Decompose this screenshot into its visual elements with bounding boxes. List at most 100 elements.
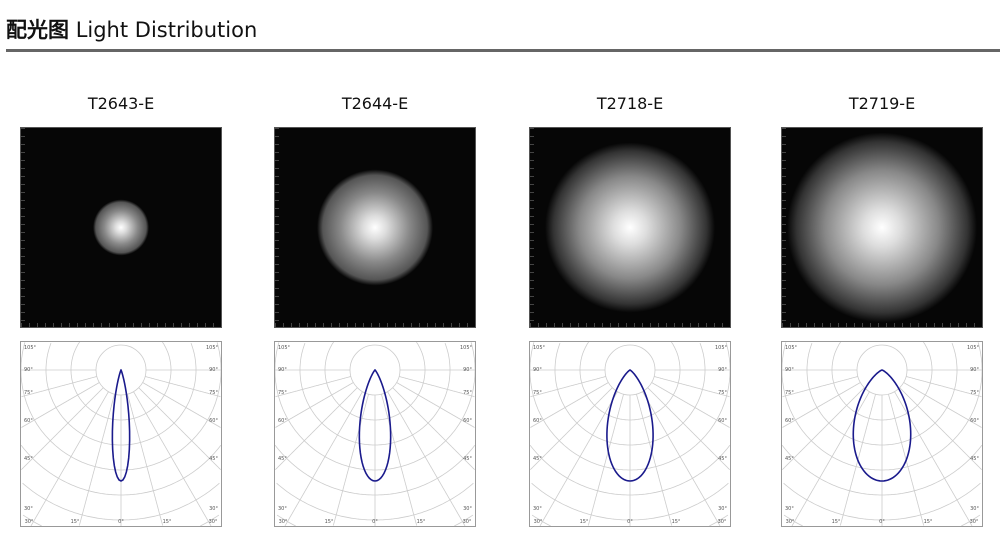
angle-label: 75° [970,390,979,396]
angle-label: 60° [533,418,542,424]
light-spot-image [274,127,476,328]
angle-label: 15° [832,519,841,525]
angle-label: 30° [970,506,979,512]
angle-label: 15° [580,519,589,525]
polar-distribution-chart: 105° 105° 90° 90° 75° 75° 60° 60° 45° 45° 30° 30° 30… [274,341,476,527]
polar-distribution-chart: 105° 105° 90° 90° 75° 75° 60° 60° 45° 45° 30° 30° 30… [529,341,731,527]
ring-gridline [21,342,221,471]
radial-gridline [392,387,475,470]
radial-gridline [782,382,861,428]
angle-label: 15° [163,519,172,525]
radial-gridline [636,394,673,526]
radial-gridline [782,376,858,398]
angle-label: 15° [924,519,933,525]
intensity-curve [852,369,912,482]
ring-gridline [324,342,426,421]
angle-label: 105° [533,345,546,351]
angle-label: 75° [209,390,218,396]
intensity-curve [358,369,392,482]
angle-label: 30° [463,519,472,525]
light-spot-image [781,127,983,328]
light-spot-image [20,127,222,328]
angle-label: 75° [24,390,33,396]
light-spot-image [529,127,731,328]
angle-label: 75° [463,390,472,396]
angle-label: 45° [785,456,794,462]
ring-gridline [783,482,981,521]
angle-label: 30° [209,519,218,525]
radial-gridline [145,376,221,398]
radial-gridline [127,394,164,526]
product-panel: T2644-E 105° 105° 90° 90° 75° 75° 60° 60° 45° 45°… [274,94,476,527]
angle-label: 30° [718,506,727,512]
scale-ticks [275,128,475,327]
radial-gridline [530,376,606,398]
radial-gridline [275,376,351,398]
page-title: 配光图 Light Distribution [6,14,257,44]
angle-label: 105° [278,345,291,351]
intensity-curve [606,369,654,482]
radial-gridline [78,394,115,526]
angle-label: 0° [879,519,885,525]
angle-label: 15° [417,519,426,525]
angle-label: 30° [534,519,543,525]
angle-label: 30° [25,519,34,525]
angle-label: 105° [715,345,728,351]
angle-label: 105° [24,345,37,351]
product-name: T2644-E [341,94,409,113]
angle-label: 90° [24,367,33,373]
angle-label: 30° [209,506,218,512]
divider [6,49,1000,52]
angle-label: 15° [71,519,80,525]
angle-label: 75° [718,390,727,396]
ring-gridline [45,342,197,446]
radial-gridline [399,376,475,398]
ring-gridline [831,342,933,421]
radial-gridline [530,382,609,428]
radial-gridline [530,387,613,470]
polar-distribution-chart: 105° 105° 90° 90° 75° 75° 60° 60° 45° 45° 30° 30° 30… [20,341,222,527]
ring-gridline [70,342,172,421]
scale-ticks [782,128,982,327]
product-panel: T2719-E 105° 105° 90° 90° 75° 75° 60° 60° 45° 45°… [781,94,983,527]
radial-gridline [654,376,730,398]
ring-gridline [554,342,706,446]
radial-gridline [899,387,982,470]
ring-gridline [783,514,981,526]
angle-label: 15° [672,519,681,525]
radial-gridline [21,376,97,398]
angle-label: 30° [970,519,979,525]
angle-label: 60° [209,418,218,424]
radial-gridline [387,391,466,526]
title-cn: 配光图 [6,18,69,42]
angle-label: 15° [325,519,334,525]
radial-gridline [138,387,221,470]
angle-label: 30° [463,506,472,512]
angle-label: 75° [785,390,794,396]
ring-gridline [21,444,221,496]
radial-gridline [332,394,369,526]
ring-gridline [299,342,451,446]
radial-gridline [791,391,870,526]
angle-label: 60° [278,418,287,424]
product-name: T2718-E [596,94,664,113]
ring-gridline [276,482,474,521]
radial-gridline [894,391,973,526]
product-name: T2643-E [87,94,155,113]
angle-label: 30° [785,506,794,512]
radial-gridline [906,376,982,398]
angle-label: 45° [970,456,979,462]
ring-gridline [806,342,958,446]
ring-gridline [276,514,474,526]
radial-gridline [21,382,100,428]
angle-label: 30° [279,519,288,525]
ring-gridline [275,342,475,471]
angle-label: 0° [372,519,378,525]
angle-label: 30° [24,506,33,512]
angle-label: 105° [206,345,219,351]
product-panel: T2643-E 105° 105° 90° 90° 75° 75° 60° 60° 45° 45°… [20,94,222,527]
scale-ticks [530,128,730,327]
product-panel: T2718-E 105° 105° 90° 90° 75° 75° 60° 60° 45° 45°… [529,94,731,527]
angle-label: 90° [785,367,794,373]
angle-label: 60° [24,418,33,424]
